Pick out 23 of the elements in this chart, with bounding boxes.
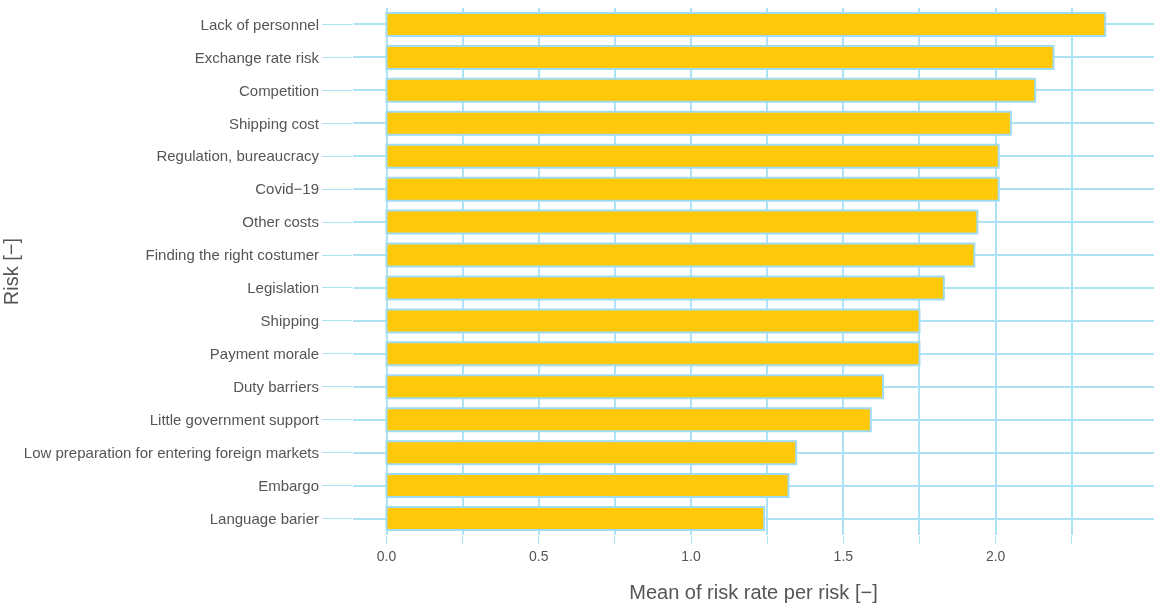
- x-tick-label: 0.5: [529, 547, 549, 564]
- y-tick-label: Competition: [238, 81, 319, 99]
- y-tick-label: Legislation: [247, 279, 319, 297]
- y-tick-label: Exchange rate risk: [194, 48, 320, 66]
- x-tick-label: 2.0: [985, 547, 1006, 564]
- y-tick-label: Embargo: [258, 476, 319, 494]
- x-axis-title: Mean of risk rate per risk [−]: [629, 581, 878, 603]
- y-axis-title: Risk [−]: [0, 237, 22, 306]
- y-tick-label: Other costs: [242, 213, 319, 231]
- y-tick-label: Covid−19: [255, 180, 319, 198]
- y-tick-label: Regulation, bureaucracy: [156, 147, 320, 165]
- y-tick-label: Duty barriers: [233, 378, 319, 396]
- y-tick-label: Low preparation for entering foreign markets: [23, 443, 319, 461]
- y-tick-label: Lack of personnel: [200, 15, 319, 33]
- y-tick-label: Shipping cost: [228, 114, 320, 132]
- x-tick-label: 1.5: [833, 547, 854, 564]
- y-tick-label: Finding the right costumer: [145, 246, 319, 264]
- y-tick-label: Language barier: [209, 509, 319, 527]
- x-tick-label: 1.0: [681, 547, 701, 564]
- x-tick-label: 0.0: [376, 547, 397, 564]
- y-tick-label: Shipping: [260, 312, 319, 330]
- y-tick-label: Payment morale: [209, 345, 319, 363]
- y-tick-label: Little government support: [149, 410, 320, 428]
